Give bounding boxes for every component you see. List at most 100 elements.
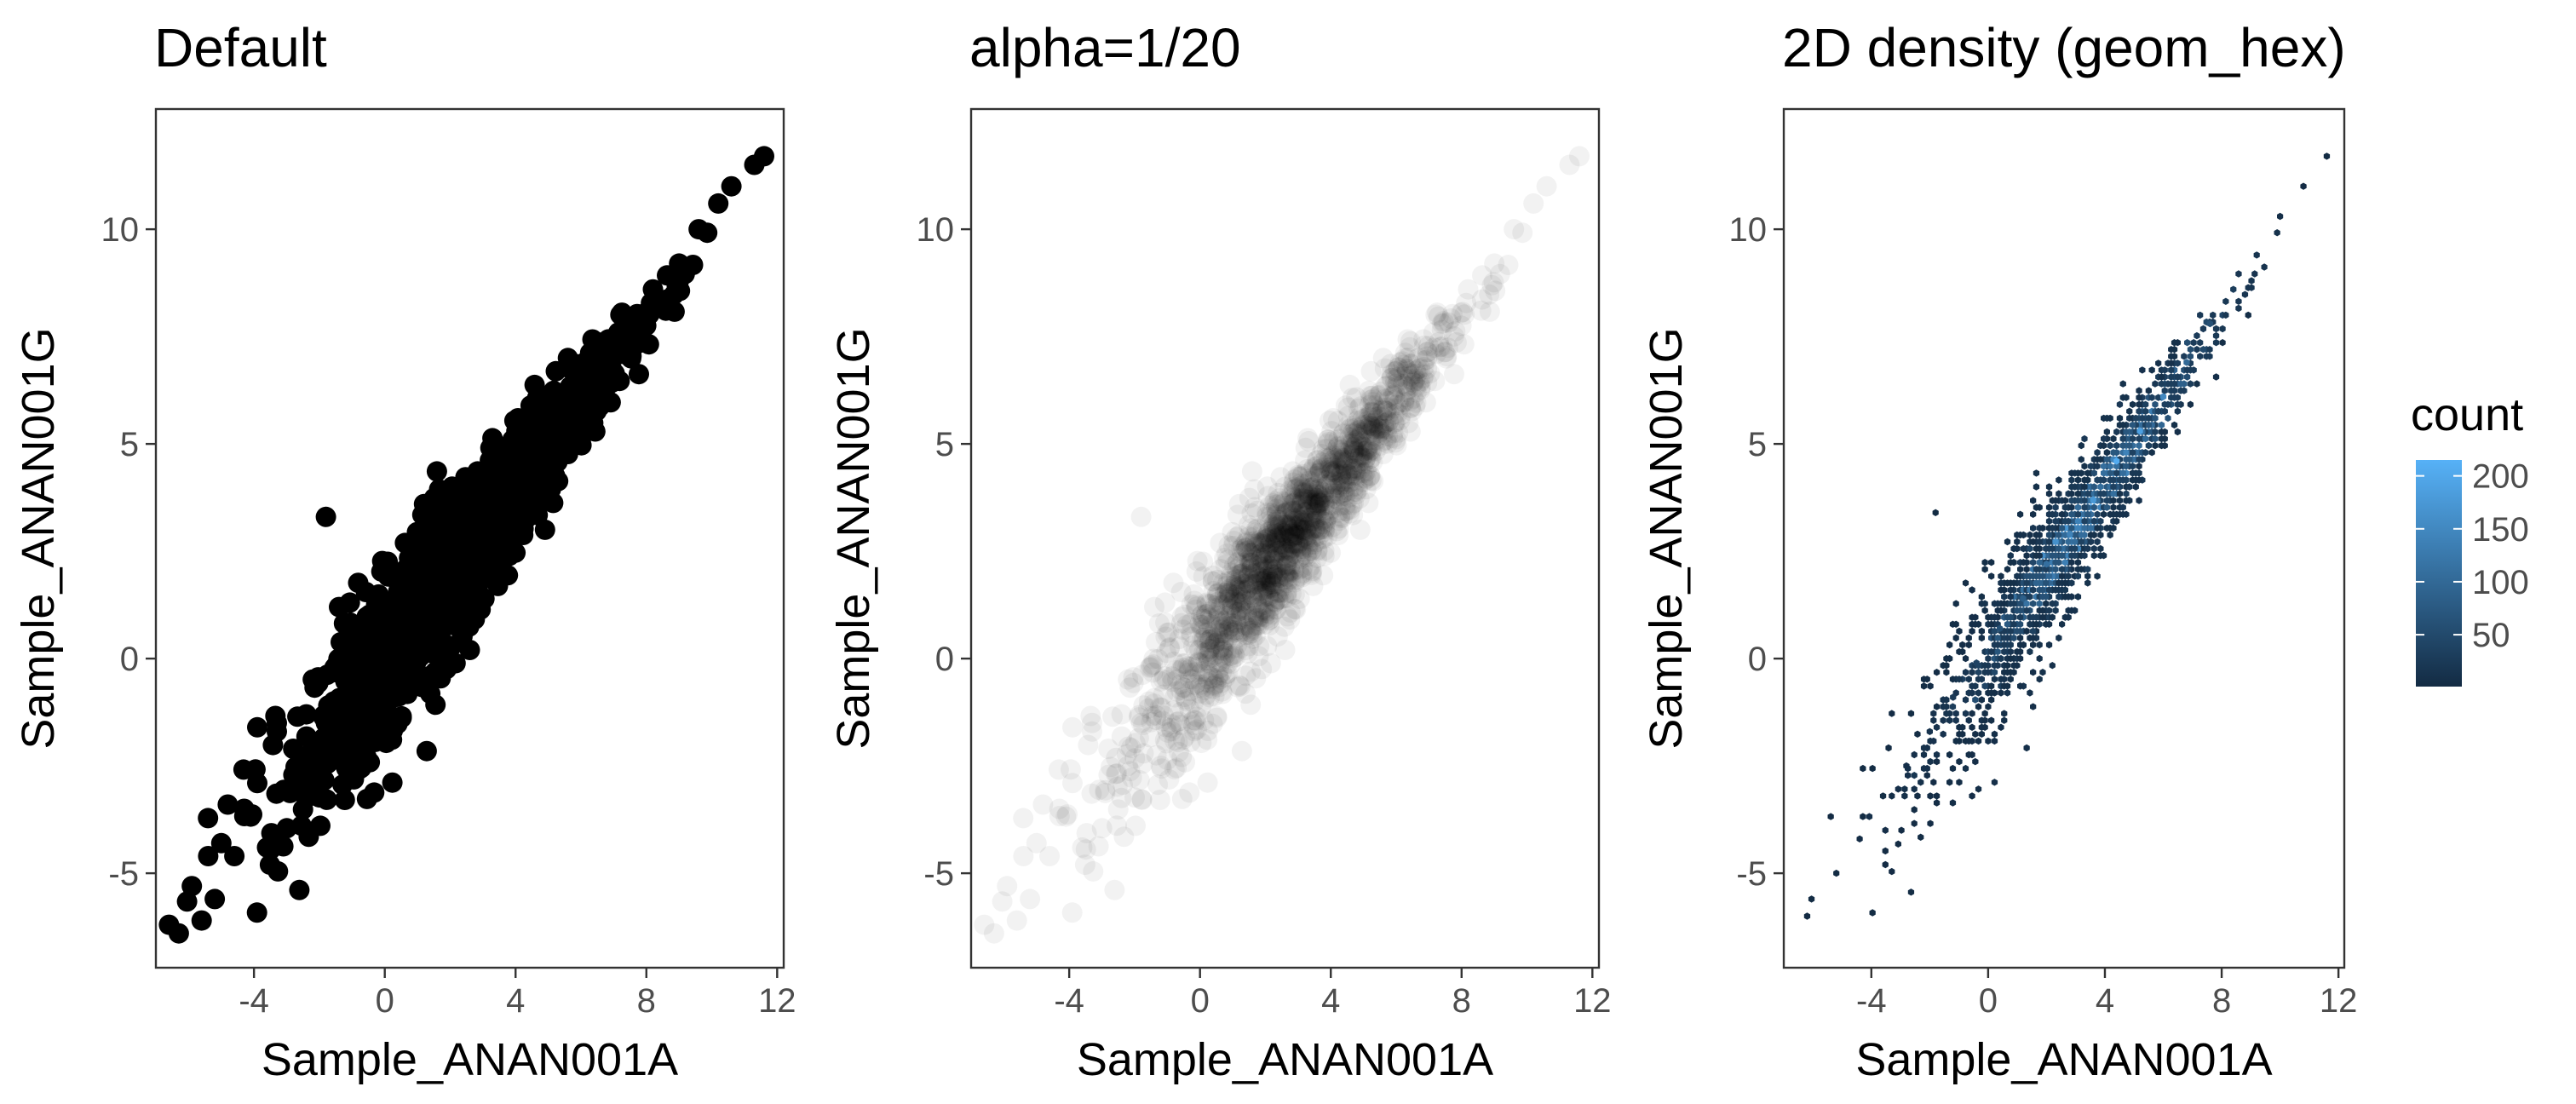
data-point (1229, 599, 1251, 620)
data-point (1353, 440, 1374, 462)
data-point (1386, 376, 1407, 397)
data-point (1274, 588, 1295, 609)
data-point (1239, 590, 1260, 611)
data-point (1184, 590, 1205, 612)
data-point (1452, 302, 1473, 323)
data-point (1217, 549, 1239, 571)
hex-cell (2241, 290, 2249, 298)
data-point (1143, 648, 1164, 670)
data-point (423, 526, 444, 547)
data-point (1320, 462, 1342, 482)
hex-cell (1981, 566, 1988, 573)
y-tick-label: -5 (1736, 855, 1767, 893)
hex-cell (2004, 689, 2011, 697)
data-point (1301, 555, 1322, 577)
data-point (1263, 573, 1284, 595)
data-point (1223, 531, 1245, 551)
data-point (1236, 531, 1257, 552)
data-point (1217, 571, 1239, 592)
data-point (1266, 558, 1287, 579)
data-point (391, 705, 412, 727)
data-point (420, 683, 441, 704)
hex-cell (1991, 737, 1998, 745)
data-point (1230, 575, 1251, 596)
data-point (1222, 615, 1244, 636)
data-point (1360, 469, 1382, 491)
data-point (1280, 499, 1302, 520)
x-tick-label: 4 (2096, 982, 2114, 1020)
hex-cell (1998, 723, 2004, 731)
hex-cell (1981, 559, 1988, 566)
data-point (1256, 571, 1276, 591)
data-point (1280, 583, 1302, 604)
data-point (1305, 495, 1326, 516)
data-point (1306, 450, 1327, 471)
hex-cell (2017, 510, 2024, 518)
data-point (1381, 368, 1402, 388)
data-point (1132, 664, 1153, 686)
data-point (1314, 545, 1335, 566)
data-point (1279, 515, 1300, 536)
data-point (1343, 492, 1365, 514)
data-point (1316, 509, 1337, 530)
data-point (616, 313, 637, 334)
data-point (1230, 564, 1251, 585)
data-point (1332, 423, 1354, 445)
data-point (1172, 619, 1193, 641)
data-point (1299, 520, 1320, 542)
data-point (1273, 520, 1294, 542)
data-point (1222, 619, 1244, 641)
data-point (292, 799, 313, 820)
hex-cell (1927, 819, 1934, 827)
data-point (1240, 560, 1262, 580)
data-point (1218, 618, 1239, 640)
data-point (1302, 561, 1323, 582)
data-point (1258, 603, 1279, 624)
data-point (1289, 525, 1310, 546)
hex-cell (2152, 441, 2159, 450)
data-point (1393, 366, 1414, 388)
data-point (1374, 400, 1395, 421)
data-point (1388, 357, 1409, 378)
data-point (1388, 393, 1409, 414)
data-point (1401, 400, 1423, 422)
data-point (1384, 389, 1406, 411)
data-point (1144, 596, 1164, 618)
data-point (1284, 560, 1305, 581)
data-point (1297, 483, 1319, 504)
data-point (1209, 658, 1230, 680)
data-point (1256, 526, 1277, 547)
data-point (1348, 423, 1369, 444)
data-point (1189, 664, 1210, 685)
data-point (1337, 405, 1359, 427)
data-point (1284, 479, 1305, 500)
data-point (1291, 566, 1313, 588)
data-point (1230, 676, 1251, 697)
data-point (1291, 519, 1312, 540)
data-point (1268, 582, 1290, 603)
hex-cell (2219, 339, 2226, 347)
data-point (1111, 726, 1132, 747)
data-point (210, 832, 232, 854)
y-tick-label: 10 (917, 211, 955, 249)
data-point (1131, 789, 1153, 810)
data-point (1163, 651, 1184, 672)
hex-cell (1898, 826, 1905, 834)
data-point (1297, 428, 1319, 449)
data-point (1348, 419, 1370, 440)
data-point (1306, 520, 1327, 542)
data-point (1229, 525, 1250, 546)
data-point (1262, 558, 1284, 579)
data-point (1291, 541, 1312, 562)
data-point (1237, 642, 1258, 664)
data-point (1101, 756, 1121, 778)
data-point (1113, 774, 1134, 796)
data-point (534, 519, 555, 540)
hex-cell (2084, 572, 2091, 580)
data-point (1276, 566, 1297, 587)
hex-cell (1969, 710, 1975, 717)
hex-cell (2210, 311, 2217, 319)
data-point (1251, 561, 1272, 582)
data-point (1264, 491, 1285, 512)
